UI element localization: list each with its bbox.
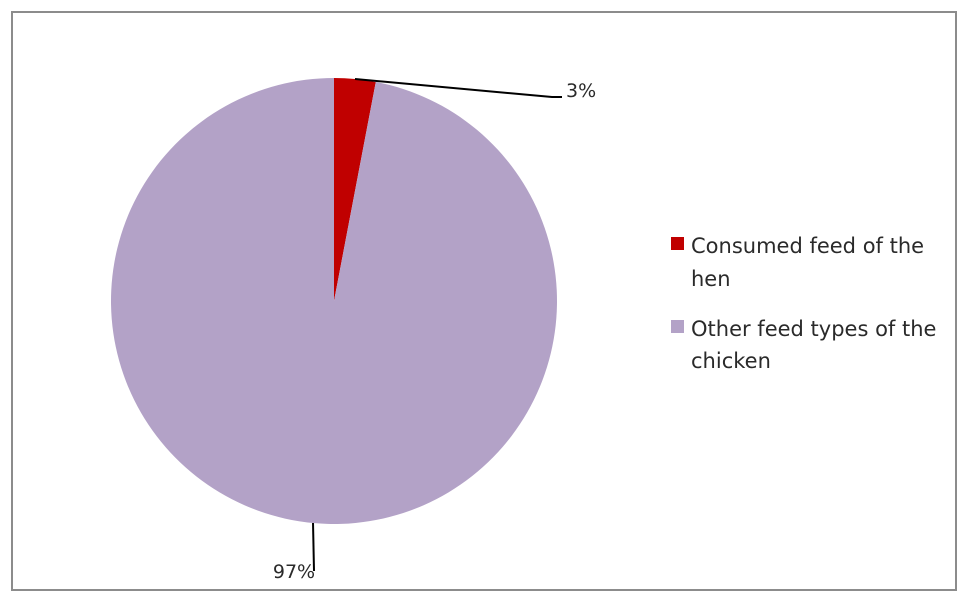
data-labels: 3% 97% (273, 80, 596, 581)
legend-swatch-consumed-feed (671, 237, 684, 250)
legend-label-other-feed-line1: Other feed types of the (691, 317, 936, 341)
data-label-consumed-feed: 3% (566, 80, 596, 102)
pie-slices (110, 78, 557, 524)
pie-slice-other-feed (110, 78, 557, 524)
legend-label-consumed-feed-line2: hen (691, 267, 731, 291)
legend: Consumed feed of the hen Other feed type… (671, 234, 936, 373)
legend-label-other-feed-line2: chicken (691, 349, 771, 373)
legend-label-consumed-feed-line1: Consumed feed of the (691, 234, 924, 258)
leader-line-other-feed (312, 522, 315, 572)
leader-lines (312, 77, 562, 572)
leader-line-consumed-feed (354, 77, 562, 98)
data-label-other-feed: 97% (273, 561, 315, 581)
legend-swatch-other-feed (671, 320, 684, 333)
pie-slice-consumed-feed (334, 78, 376, 301)
